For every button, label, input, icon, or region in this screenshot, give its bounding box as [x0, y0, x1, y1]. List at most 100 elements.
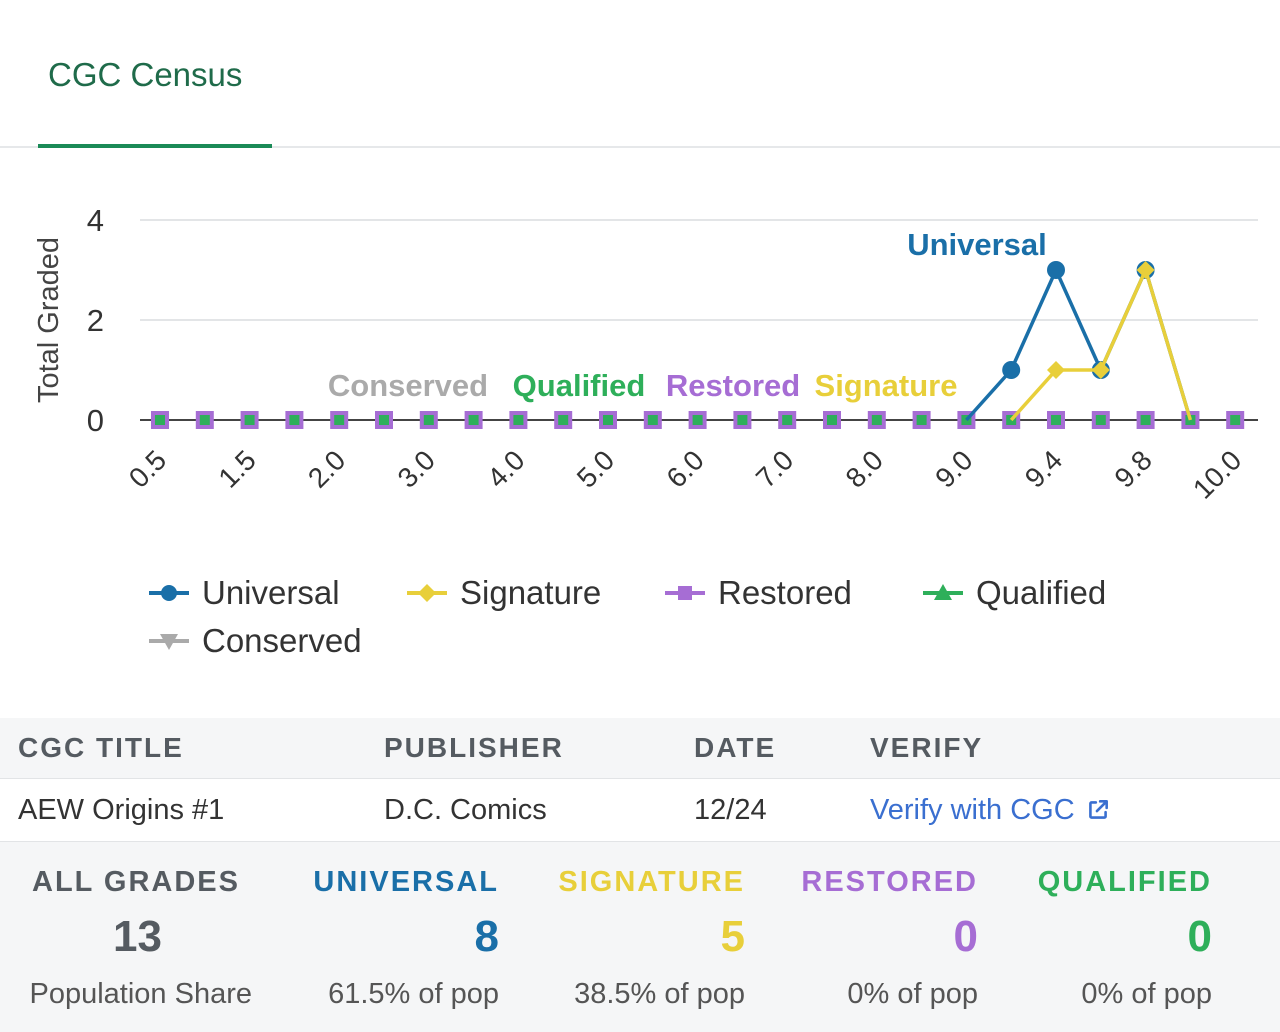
header-cgc-title: CGC TITLE [18, 732, 184, 763]
qualified-point [1051, 415, 1061, 425]
qualified-point [379, 415, 389, 425]
legend-label-qualified: Qualified [976, 574, 1107, 611]
stat-label-all-grades: ALL GRADES [32, 866, 240, 898]
stat-value-all-grades: 13 [113, 912, 162, 961]
x-tick-label: 0.5 [123, 444, 172, 493]
stat-value-restored: 0 [953, 912, 978, 961]
x-tick-label: 9.4 [1019, 444, 1068, 493]
universal-line-segment [965, 368, 1013, 422]
x-tick-label: 7.0 [750, 444, 799, 493]
signature-point [1136, 261, 1155, 279]
table-row: AEW Origins #1 D.C. Comics 12/24 Verify … [0, 779, 1280, 842]
table-header-row: CGC TITLE PUBLISHER DATE VERIFY [0, 718, 1280, 779]
restored-series-icon [665, 586, 705, 600]
cell-date: 12/24 [694, 793, 767, 826]
stat-label-signature: SIGNATURE [558, 866, 745, 898]
qualified-point [244, 415, 255, 425]
conserved-series-icon [149, 634, 189, 650]
legend-label-restored: Restored [718, 574, 852, 611]
qualified-point [468, 415, 479, 425]
qualified-point [916, 415, 927, 425]
qualified-point [155, 415, 165, 425]
x-tick-label: 3.0 [392, 444, 441, 493]
qualified-point [513, 415, 524, 425]
cgc-info-table: CGC TITLE PUBLISHER DATE VERIFY AEW Orig… [0, 718, 1280, 842]
external-link-icon [1088, 800, 1108, 819]
legend-item-signature[interactable]: Signature [406, 574, 601, 612]
header-publisher: PUBLISHER [384, 732, 564, 763]
cell-publisher: D.C. Comics [384, 793, 547, 826]
qualified-point [1140, 415, 1151, 425]
qualified-point [603, 415, 613, 425]
verify-link-label: Verify with CGC [870, 793, 1075, 826]
x-tick-label: 1.5 [212, 444, 261, 493]
stat-value-qualified: 0 [1187, 912, 1212, 961]
qualified-point [423, 415, 434, 425]
stat-label-restored: RESTORED [801, 866, 978, 898]
stat-sub-all-grades: Population Share [29, 978, 253, 1010]
tab-cgc-census[interactable]: CGC Census [38, 0, 272, 148]
y-tick-label: 0 [87, 403, 104, 438]
qualified-point [334, 415, 345, 425]
qualified-point [692, 415, 703, 425]
series-annotation: Conserved [328, 368, 488, 403]
stat-sub-signature: 38.5% of pop [574, 978, 745, 1010]
stat-value-signature: 5 [720, 912, 745, 961]
qualified-series-icon [923, 584, 963, 600]
x-tick-label: 2.0 [302, 444, 351, 493]
qualified-point [827, 415, 837, 425]
x-tick-label: 9.0 [929, 444, 978, 493]
x-tick-label: 9.8 [1108, 444, 1157, 493]
tab-active-indicator [38, 144, 272, 148]
verify-with-cgc-link[interactable]: Verify with CGC [870, 794, 1111, 827]
series-annotation: Qualified [513, 368, 646, 403]
universal-line-segment [1054, 269, 1103, 371]
stat-qualified: QUALIFIED 0 0% of pop [1010, 842, 1212, 1032]
legend-item-universal[interactable]: Universal [148, 574, 340, 612]
stat-signature: SIGNATURE 5 38.5% of pop [520, 842, 745, 1032]
y-tick-label: 4 [87, 203, 104, 238]
tab-cgc-census-label: CGC Census [48, 56, 243, 93]
header-verify: VERIFY [870, 732, 984, 763]
legend-label-universal: Universal [202, 574, 340, 611]
x-tick-label: 10.0 [1187, 444, 1247, 504]
tab-bar: CGC Census [0, 0, 1280, 148]
cell-verify: Verify with CGC [870, 779, 1111, 841]
stat-value-universal: 8 [474, 912, 499, 961]
universal-point [1002, 361, 1021, 379]
stat-label-universal: UNIVERSAL [313, 866, 499, 898]
signature-line-segment [1143, 269, 1193, 421]
signature-line-segment [1099, 269, 1148, 371]
legend-label-conserved: Conserved [202, 622, 362, 659]
qualified-point [737, 415, 748, 425]
x-tick-label: 8.0 [840, 444, 889, 493]
y-axis-label: Total Graded [33, 237, 65, 403]
stat-all-grades: ALL GRADES 13 Population Share [0, 842, 253, 1032]
grade-stats: ALL GRADES 13 Population Share UNIVERSAL… [0, 842, 1280, 1032]
census-chart: 0 2 4 Total Graded 0.5 1.5 2.0 3.0 4.0 5.0 6.0 7.0 8… [33, 203, 1258, 505]
x-tick-label: 6.0 [660, 444, 709, 493]
universal-point [1047, 261, 1065, 279]
qualified-point [1230, 415, 1241, 425]
x-tick-label: 4.0 [481, 444, 530, 493]
universal-series-icon [149, 585, 189, 601]
legend-item-restored[interactable]: Restored [664, 574, 852, 612]
series-annotation: Restored [666, 368, 800, 403]
legend-item-conserved[interactable]: Conserved [148, 622, 362, 660]
legend-item-qualified[interactable]: Qualified [922, 574, 1106, 612]
legend-label-signature: Signature [460, 574, 602, 611]
qualified-point [871, 415, 882, 425]
qualified-point [289, 415, 300, 425]
stat-restored: RESTORED 0 0% of pop [780, 842, 978, 1032]
signature-line-segment [1009, 368, 1058, 422]
cell-title: AEW Origins #1 [18, 793, 225, 826]
stat-label-qualified: QUALIFIED [1037, 866, 1212, 898]
series-annotation: Signature [815, 368, 958, 403]
x-tick-label: 5.0 [571, 444, 620, 493]
stat-universal: UNIVERSAL 8 61.5% of pop [280, 842, 499, 1032]
stat-sub-restored: 0% of pop [847, 978, 978, 1010]
qualified-point [647, 415, 658, 425]
stat-sub-universal: 61.5% of pop [328, 978, 499, 1010]
y-tick-label: 2 [87, 303, 104, 338]
qualified-point [782, 415, 793, 425]
